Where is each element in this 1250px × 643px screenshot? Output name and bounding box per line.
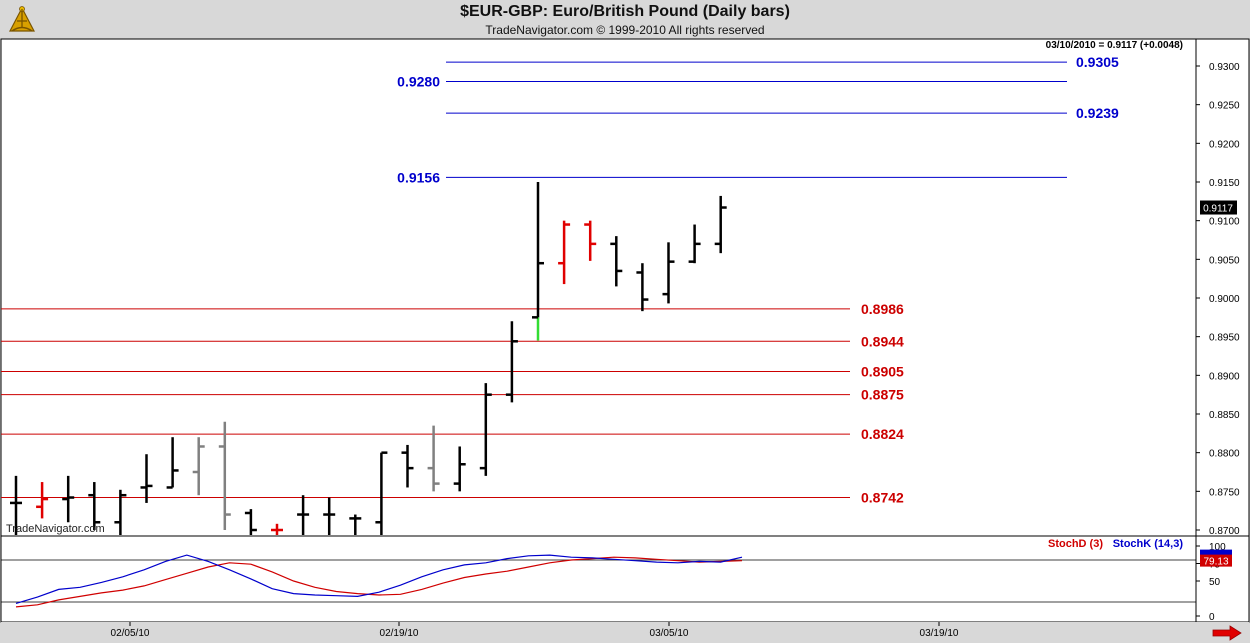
support-label: 0.8986 <box>861 301 904 317</box>
support-label: 0.8824 <box>861 426 904 442</box>
sextant-logo-icon <box>9 6 35 32</box>
resistance-label: 0.9280 <box>397 73 440 89</box>
last-price-box <box>1200 200 1237 215</box>
support-label: 0.8905 <box>861 363 904 379</box>
stoch-last-label: 79.13 <box>1203 557 1228 568</box>
price-tick-label: 0.8900 <box>1209 371 1240 382</box>
price-tick-label: 0.8700 <box>1209 526 1240 537</box>
price-tick-label: 0.9150 <box>1209 178 1240 189</box>
watermark: TradeNavigator.com <box>6 523 105 535</box>
stoch-tick-label: 50 <box>1209 577 1221 588</box>
chart-title: $EUR-GBP: Euro/British Pound (Daily bars… <box>460 3 790 20</box>
scroll-right-arrow-icon[interactable] <box>1212 625 1242 641</box>
price-tick-label: 0.9050 <box>1209 255 1240 266</box>
support-label: 0.8875 <box>861 387 904 403</box>
date-tick-label: 02/19/10 <box>380 628 419 639</box>
support-label: 0.8742 <box>861 490 904 506</box>
resistance-label: 0.9305 <box>1076 54 1119 70</box>
price-tick-label: 0.9000 <box>1209 294 1240 305</box>
stoch-last-box-k <box>1200 549 1232 555</box>
quote-readout: 03/10/2010 = 0.9117 (+0.0048) <box>1046 40 1183 51</box>
price-tick-label: 0.8800 <box>1209 449 1240 460</box>
date-tick-label: 03/19/10 <box>920 628 959 639</box>
stoch-tick-label: 0 <box>1209 612 1215 623</box>
stoch-tick-label: 100 <box>1209 542 1226 553</box>
resistance-label: 0.9156 <box>397 169 440 185</box>
support-label: 0.8944 <box>861 333 904 349</box>
legend-stochk: StochK (14,3) <box>1113 538 1184 550</box>
stoch-last-box-d <box>1200 553 1232 567</box>
chart-subtitle: TradeNavigator.com © 1999-2010 All right… <box>485 23 765 37</box>
price-axis-area <box>1195 38 1250 537</box>
date-tick-label: 02/05/10 <box>111 628 150 639</box>
legend-stochd: StochD (3) <box>1048 538 1103 550</box>
price-tick-label: 0.8750 <box>1209 487 1240 498</box>
chart-header: $EUR-GBP: Euro/British Pound (Daily bars… <box>0 0 1250 40</box>
date-tick-label: 03/05/10 <box>650 628 689 639</box>
price-tick-label: 0.8950 <box>1209 333 1240 344</box>
price-tick-label: 0.9250 <box>1209 101 1240 112</box>
price-tick-label: 0.9200 <box>1209 139 1240 150</box>
price-tick-label: 0.8850 <box>1209 410 1240 421</box>
resistance-label: 0.9239 <box>1076 105 1119 121</box>
date-axis-area <box>1 622 1249 642</box>
price-tick-label: 0.9100 <box>1209 217 1240 228</box>
price-panel <box>0 38 1197 537</box>
last-price-label: 0.9117 <box>1203 204 1233 215</box>
stoch-panel <box>0 535 1197 623</box>
stoch-series-line <box>15 556 743 608</box>
stoch-series-line <box>15 554 743 604</box>
price-tick-label: 0.9300 <box>1209 62 1240 73</box>
